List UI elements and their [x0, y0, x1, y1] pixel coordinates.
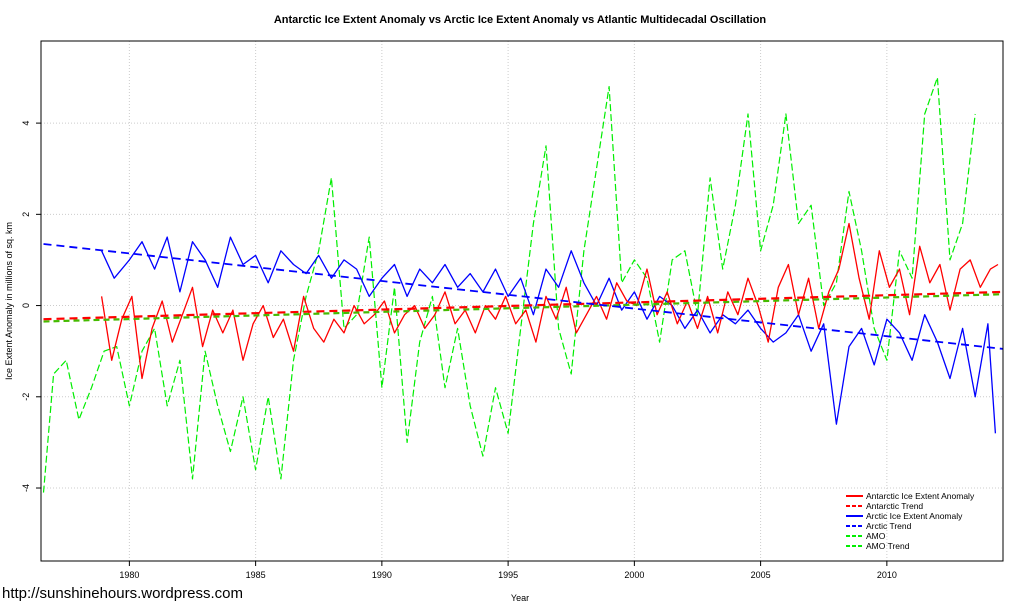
x-tick-label: 1985 — [246, 570, 266, 580]
legend-item-label: AMO Trend — [866, 541, 910, 551]
x-tick-label: 2005 — [751, 570, 771, 580]
x-axis-label: Year — [511, 593, 529, 603]
legend-item-label: Arctic Trend — [866, 521, 912, 531]
watermark-url: http://sunshinehours.wordpress.com — [2, 585, 243, 602]
series-arctic-trend — [43, 243, 1004, 350]
y-tick-label: 2 — [21, 212, 31, 217]
series-group — [42, 76, 1004, 493]
x-tick-label: 2000 — [624, 570, 644, 580]
x-tick-label: 1980 — [119, 570, 139, 580]
legend-item-label: Antarctic Ice Extent Anomaly — [866, 491, 975, 501]
axis-ticks: 1980 1985 1990 1995 2000 2005 2010 -4 -2 0 2 4 — [21, 121, 897, 580]
legend-item-label: Arctic Ice Extent Anomaly — [866, 511, 963, 521]
x-tick-label: 1990 — [372, 570, 392, 580]
series-antarctic — [100, 222, 999, 380]
y-axis-label: Ice Extent Anomaly in millions of sq. km — [4, 222, 14, 380]
x-tick-label: 1995 — [498, 570, 518, 580]
grid — [41, 41, 1003, 561]
legend-item-label: Antarctic Trend — [866, 501, 923, 511]
chart-title: Antarctic Ice Extent Anomaly vs Arctic I… — [274, 14, 767, 26]
plot-frame — [40, 40, 1004, 562]
series-antarctic-trend — [43, 290, 1004, 321]
y-tick-label: 4 — [21, 121, 31, 126]
y-tick-label: -4 — [21, 484, 31, 492]
series-amo-trend — [43, 293, 1004, 323]
y-tick-label: 0 — [21, 303, 31, 308]
series-amo — [42, 76, 976, 493]
legend-item-label: AMO — [866, 531, 886, 541]
x-tick-label: 2010 — [877, 570, 897, 580]
y-tick-label: -2 — [21, 393, 31, 401]
series-arctic — [101, 236, 997, 434]
